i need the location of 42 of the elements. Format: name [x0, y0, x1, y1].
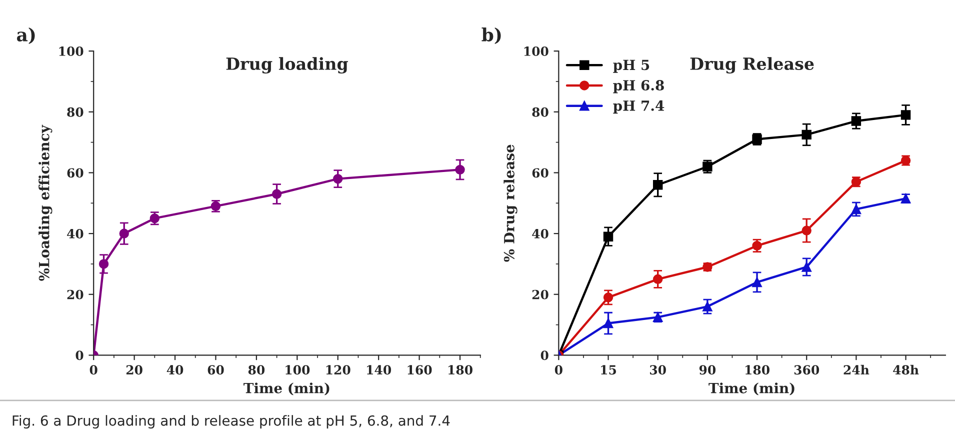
x-tick-label: 60 — [208, 365, 224, 375]
y-tick-label: 0 — [76, 350, 84, 360]
x-tick-label: 0 — [554, 365, 562, 375]
y-tick-label: 0 — [540, 350, 548, 360]
text: a) — [16, 28, 35, 44]
y-tick-label: 80 — [532, 107, 548, 117]
y-axis-title: %Loading efficiency — [38, 124, 52, 281]
legend-label: pH 6.8 — [613, 80, 664, 94]
y-tick-label: 40 — [532, 229, 548, 238]
x-tick-label: 30 — [650, 365, 666, 375]
x-tick-label: 0 — [90, 365, 98, 375]
x-tick-label: 360 — [794, 365, 820, 375]
y-axis-title: % Drug release — [504, 144, 518, 262]
x-axis-title: Time (min) — [244, 382, 330, 396]
x-tick-label: 90 — [699, 365, 716, 375]
x-tick-label: 160 — [408, 365, 432, 375]
y-tick-label: 20 — [67, 290, 84, 300]
y-tick-label: 60 — [532, 168, 548, 178]
x-tick-label: 20 — [126, 365, 142, 375]
caption: Fig. 6 a Drug loading and b release profile at pH 5, 6.8, and 7.4 — [12, 415, 450, 429]
y-tick-label: 60 — [67, 168, 84, 178]
x-tick-label: 140 — [367, 365, 392, 375]
y-tick-label: 20 — [532, 290, 548, 300]
chart-title: Drug Release — [690, 57, 814, 74]
y-tick-label: 100 — [59, 46, 84, 56]
x-tick-label: 48h — [893, 364, 919, 375]
x-axis-title: Time (min) — [708, 382, 794, 396]
x-tick-label: 180 — [746, 365, 770, 375]
x-tick-label: 80 — [248, 365, 265, 375]
x-tick-label: 15 — [601, 365, 616, 375]
legend-label: pH 7.4 — [613, 100, 664, 114]
x-tick-label: 120 — [326, 365, 350, 375]
x-tick-label: 24h — [844, 364, 870, 374]
y-tick-label: 100 — [524, 46, 548, 56]
legend-label: pH 5 — [613, 60, 650, 73]
x-tick-label: 40 — [166, 365, 184, 375]
y-tick-label: 40 — [66, 229, 84, 238]
chart-title: Drug loading — [226, 57, 348, 74]
y-tick-label: 80 — [67, 107, 84, 117]
x-tick-label: 180 — [448, 365, 472, 375]
x-tick-label: 100 — [286, 365, 310, 375]
text: b) — [482, 28, 501, 44]
